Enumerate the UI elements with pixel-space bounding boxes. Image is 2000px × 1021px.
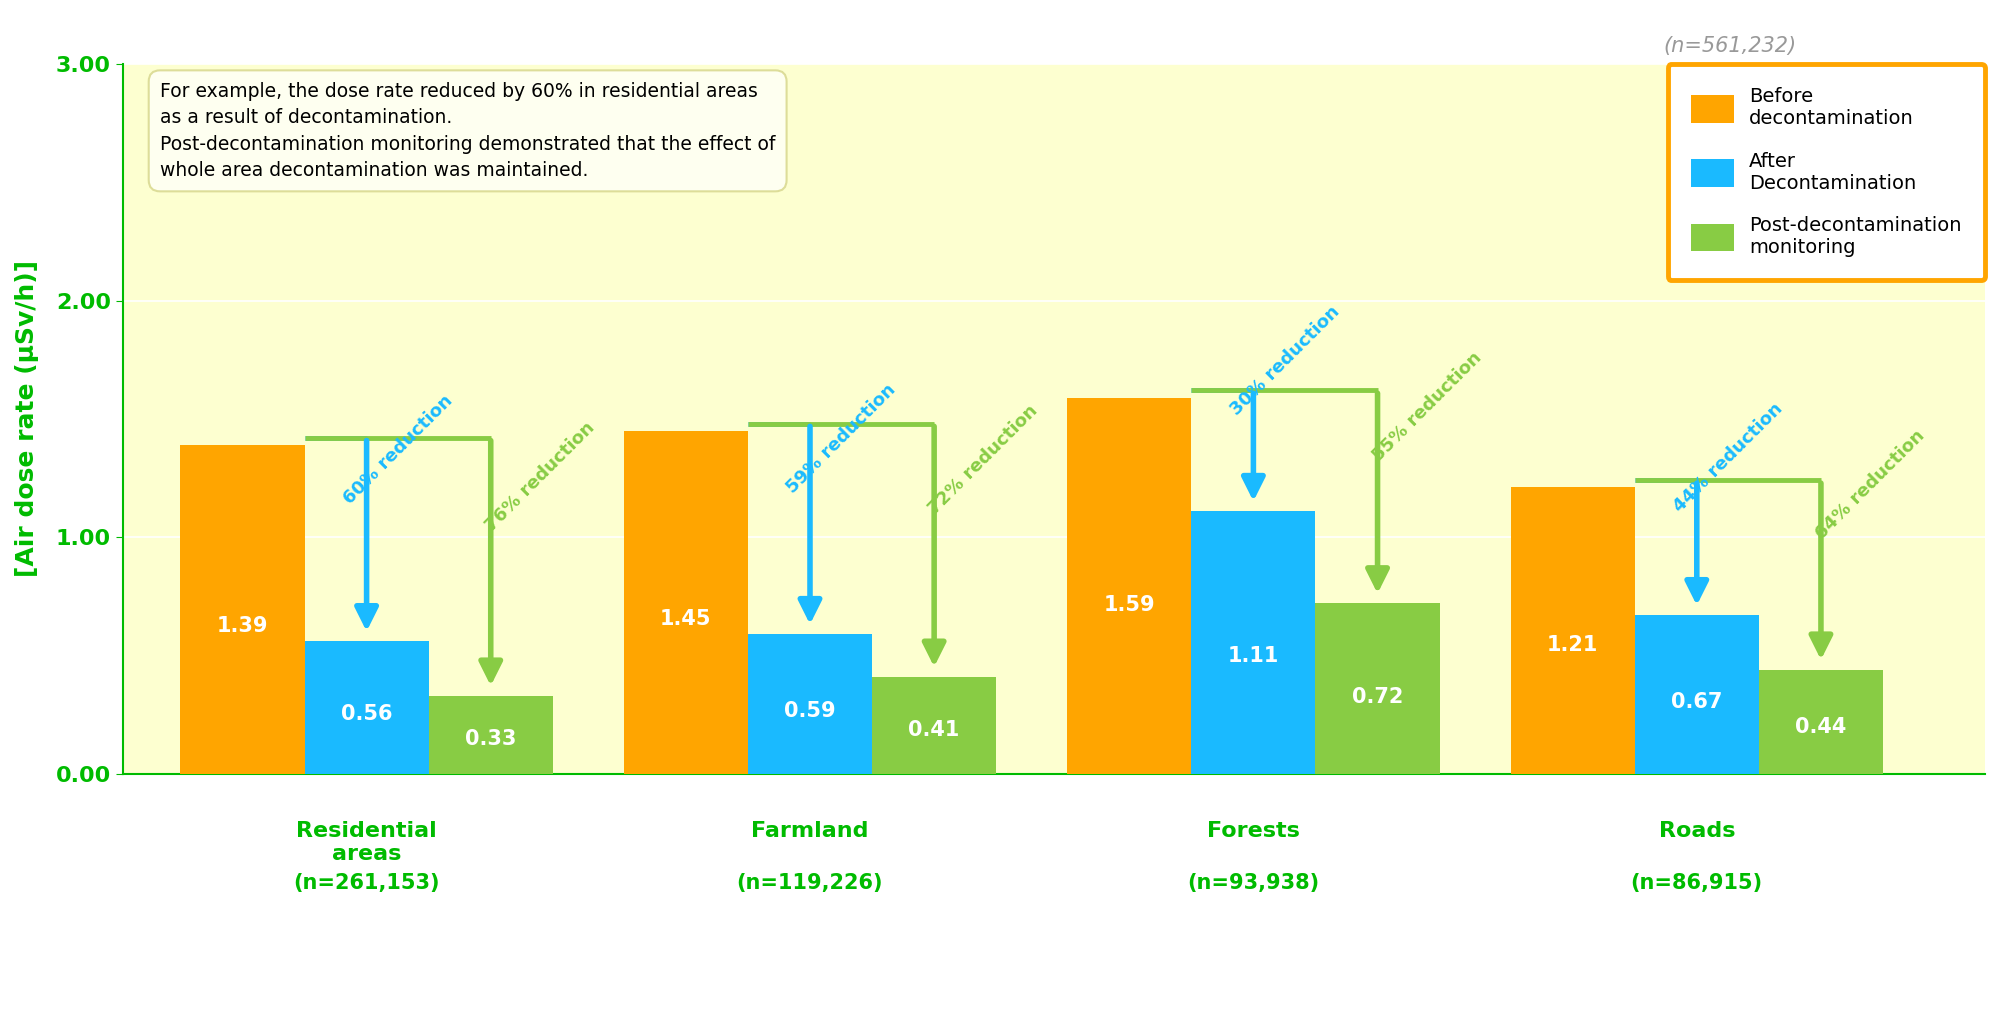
Y-axis label: [Air dose rate (μSv/h)]: [Air dose rate (μSv/h)] [14, 260, 38, 577]
Text: 0.44: 0.44 [1796, 717, 1846, 737]
Text: (n=261,153): (n=261,153) [294, 873, 440, 893]
Text: 0.72: 0.72 [1352, 687, 1404, 708]
Text: Roads: Roads [1658, 821, 1736, 841]
Text: 64% reduction: 64% reduction [1812, 427, 1928, 543]
Text: 44% reduction: 44% reduction [1670, 399, 1786, 516]
Bar [1192, 512, 1316, 774]
Text: 0.59: 0.59 [784, 701, 836, 721]
Text: 55% reduction: 55% reduction [1368, 349, 1484, 465]
Bar [428, 695, 552, 774]
Bar [748, 634, 872, 774]
Text: 0.33: 0.33 [466, 729, 516, 748]
Text: Farmland: Farmland [752, 821, 868, 841]
Text: (n=119,226): (n=119,226) [736, 873, 884, 893]
Text: 1.45: 1.45 [660, 610, 712, 629]
Text: Forests: Forests [1206, 821, 1300, 841]
Bar [1758, 670, 1884, 774]
Text: (n=86,915): (n=86,915) [1630, 873, 1762, 893]
Text: 1.39: 1.39 [216, 616, 268, 636]
Bar [1316, 603, 1440, 774]
Text: 1.59: 1.59 [1104, 594, 1156, 615]
Text: 0.56: 0.56 [340, 704, 392, 724]
Legend: Before
decontamination, After
Decontamination, Post-decontamination
monitoring: Before decontamination, After Decontamin… [1668, 64, 1984, 280]
Text: (n=93,938): (n=93,938) [1188, 873, 1320, 893]
Bar [180, 445, 304, 774]
Text: 59% reduction: 59% reduction [784, 381, 900, 497]
Text: 72% reduction: 72% reduction [926, 402, 1042, 519]
Bar [1510, 487, 1634, 774]
Text: (n=561,232): (n=561,232) [1664, 36, 1796, 56]
Text: 30% reduction: 30% reduction [1226, 302, 1344, 419]
Text: 1.11: 1.11 [1228, 645, 1280, 666]
Bar [1634, 616, 1758, 774]
Text: 0.67: 0.67 [1672, 692, 1722, 713]
Bar [872, 677, 996, 774]
Text: For example, the dose rate reduced by 60% in residential areas
as a result of de: For example, the dose rate reduced by 60… [160, 82, 776, 180]
Bar [304, 641, 428, 774]
Text: Residential
areas: Residential areas [296, 821, 436, 865]
Text: 76% reduction: 76% reduction [482, 419, 598, 535]
Bar [1068, 397, 1192, 774]
Text: 0.41: 0.41 [908, 720, 960, 740]
Text: 1.21: 1.21 [1546, 635, 1598, 655]
Text: 60% reduction: 60% reduction [340, 391, 456, 507]
Bar [624, 431, 748, 774]
